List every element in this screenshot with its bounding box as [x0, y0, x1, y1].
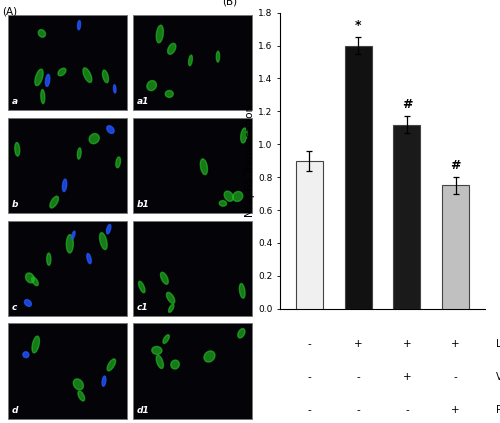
Ellipse shape	[50, 196, 58, 208]
Text: (A): (A)	[2, 6, 18, 16]
Ellipse shape	[14, 143, 20, 156]
Ellipse shape	[66, 235, 73, 253]
FancyBboxPatch shape	[134, 324, 252, 419]
Ellipse shape	[204, 351, 215, 362]
Ellipse shape	[114, 85, 116, 93]
Text: -: -	[405, 405, 409, 415]
Text: +: +	[354, 339, 362, 349]
Ellipse shape	[62, 179, 66, 192]
Ellipse shape	[102, 376, 106, 386]
Ellipse shape	[160, 272, 168, 284]
Text: +: +	[402, 372, 411, 382]
Ellipse shape	[238, 329, 245, 338]
Ellipse shape	[166, 292, 175, 303]
Ellipse shape	[219, 201, 226, 206]
Ellipse shape	[147, 81, 156, 91]
Text: +: +	[402, 339, 411, 349]
Text: d: d	[12, 406, 18, 415]
Ellipse shape	[74, 379, 84, 390]
Ellipse shape	[78, 21, 80, 30]
Ellipse shape	[89, 134, 100, 144]
Ellipse shape	[32, 336, 40, 353]
FancyBboxPatch shape	[134, 15, 252, 110]
Ellipse shape	[156, 355, 164, 368]
Text: -: -	[308, 339, 311, 349]
Text: d1: d1	[137, 406, 150, 415]
Text: Vehicle: Vehicle	[496, 372, 500, 382]
Ellipse shape	[188, 55, 192, 66]
Ellipse shape	[100, 233, 107, 250]
Ellipse shape	[58, 68, 66, 76]
Bar	[442, 185, 469, 309]
Text: -: -	[454, 372, 458, 382]
Text: a: a	[12, 97, 18, 106]
Ellipse shape	[138, 281, 145, 293]
Text: (B): (B)	[222, 0, 238, 7]
Ellipse shape	[240, 128, 247, 143]
Ellipse shape	[102, 70, 108, 83]
Ellipse shape	[32, 277, 38, 286]
Text: #: #	[450, 159, 461, 172]
Ellipse shape	[224, 191, 234, 201]
Ellipse shape	[116, 157, 120, 168]
Ellipse shape	[106, 225, 111, 234]
Bar	[296, 161, 322, 309]
FancyBboxPatch shape	[134, 221, 252, 316]
Ellipse shape	[38, 30, 46, 37]
Text: -: -	[308, 372, 311, 382]
Ellipse shape	[156, 25, 164, 43]
Ellipse shape	[107, 126, 114, 133]
Ellipse shape	[78, 148, 81, 159]
Ellipse shape	[72, 231, 75, 239]
Ellipse shape	[78, 391, 84, 401]
Text: *: *	[355, 19, 362, 33]
Ellipse shape	[107, 359, 116, 371]
Text: -: -	[356, 405, 360, 415]
Ellipse shape	[46, 74, 50, 86]
Ellipse shape	[171, 360, 179, 369]
Text: #: #	[402, 99, 412, 111]
FancyBboxPatch shape	[8, 324, 127, 419]
Text: LPS: LPS	[496, 339, 500, 349]
Ellipse shape	[87, 253, 91, 264]
Y-axis label: NFκp65 Translocation: NFκp65 Translocation	[245, 104, 255, 217]
Text: -: -	[356, 372, 360, 382]
Text: a1: a1	[137, 97, 149, 106]
Ellipse shape	[26, 273, 35, 283]
Text: +: +	[452, 339, 460, 349]
Bar	[394, 124, 420, 309]
Ellipse shape	[232, 192, 243, 201]
Ellipse shape	[24, 299, 32, 306]
Ellipse shape	[168, 304, 174, 312]
Text: PSE (2μg/ml): PSE (2μg/ml)	[496, 405, 500, 415]
Ellipse shape	[23, 352, 29, 357]
FancyBboxPatch shape	[134, 118, 252, 213]
Text: -: -	[308, 405, 311, 415]
Text: c: c	[12, 302, 17, 312]
Ellipse shape	[163, 335, 170, 343]
Ellipse shape	[166, 91, 173, 97]
Text: +: +	[452, 405, 460, 415]
Text: b1: b1	[137, 200, 150, 209]
Ellipse shape	[168, 43, 176, 54]
Ellipse shape	[240, 283, 245, 298]
Bar	[344, 46, 372, 309]
FancyBboxPatch shape	[8, 15, 127, 110]
Ellipse shape	[216, 51, 220, 62]
Ellipse shape	[152, 346, 162, 354]
Ellipse shape	[200, 159, 207, 175]
Ellipse shape	[46, 253, 51, 265]
FancyBboxPatch shape	[8, 118, 127, 213]
Ellipse shape	[41, 90, 45, 104]
Ellipse shape	[35, 69, 43, 86]
Text: c1: c1	[137, 302, 148, 312]
FancyBboxPatch shape	[8, 221, 127, 316]
Ellipse shape	[83, 68, 92, 82]
Text: b: b	[12, 200, 18, 209]
